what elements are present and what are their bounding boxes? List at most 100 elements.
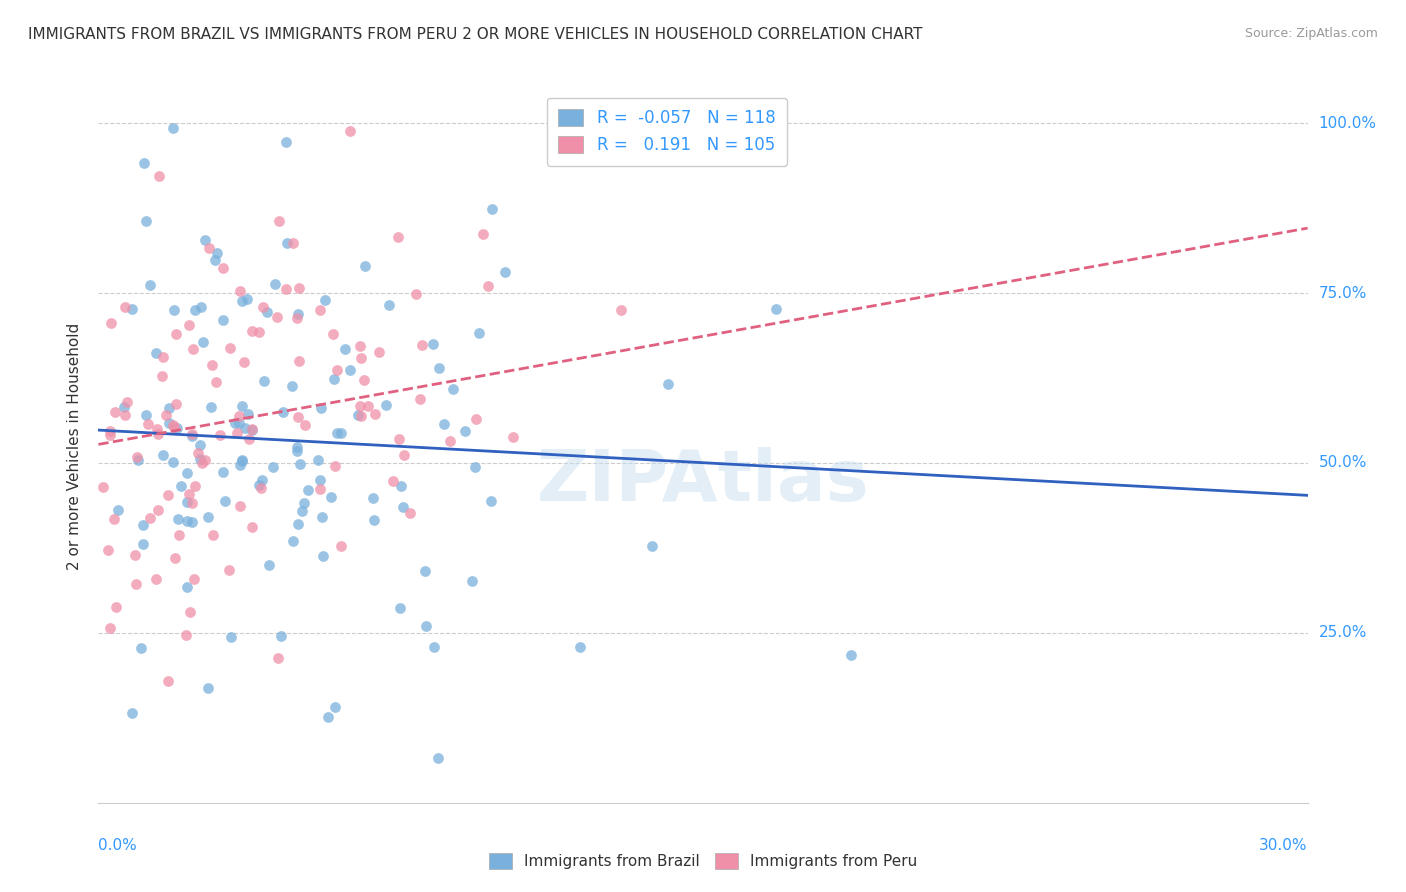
Point	[166, 421, 188, 435]
Point	[204, 253, 226, 268]
Point	[330, 539, 353, 553]
Point	[441, 382, 464, 396]
Point	[308, 302, 330, 317]
Point	[323, 458, 346, 473]
Point	[311, 401, 333, 415]
Y-axis label: 2 or more Vehicles in Household: 2 or more Vehicles in Household	[67, 322, 83, 570]
Text: 30.0%: 30.0%	[1260, 838, 1308, 853]
Legend: R =  -0.057   N = 118, R =   0.191   N = 105: R = -0.057 N = 118, R = 0.191 N = 105	[547, 97, 787, 166]
Point	[124, 548, 146, 562]
Point	[471, 227, 494, 241]
Point	[121, 301, 143, 316]
Point	[184, 302, 207, 317]
Point	[307, 452, 329, 467]
Point	[464, 460, 486, 475]
Point	[157, 417, 180, 431]
Point	[494, 265, 516, 279]
Point	[257, 558, 280, 573]
Point	[157, 673, 180, 688]
Point	[477, 279, 499, 293]
Point	[502, 430, 524, 444]
Point	[224, 416, 246, 430]
Point	[179, 605, 201, 619]
Point	[117, 394, 139, 409]
Point	[152, 350, 174, 364]
Point	[176, 466, 198, 480]
Point	[212, 260, 235, 275]
Point	[294, 418, 316, 433]
Point	[350, 409, 373, 424]
Point	[167, 528, 190, 542]
Point	[353, 373, 375, 387]
Point	[267, 651, 290, 665]
Point	[364, 407, 387, 421]
Point	[231, 453, 253, 467]
Point	[287, 307, 309, 321]
Point	[288, 281, 311, 295]
Point	[250, 473, 273, 487]
Point	[135, 214, 157, 228]
Point	[176, 514, 198, 528]
Point	[349, 351, 371, 365]
Point	[250, 481, 273, 495]
Point	[125, 450, 148, 464]
Point	[266, 310, 288, 324]
Point	[378, 298, 401, 312]
Text: 50.0%: 50.0%	[1319, 456, 1367, 470]
Point	[465, 411, 488, 425]
Point	[131, 537, 153, 551]
Point	[422, 337, 444, 351]
Point	[190, 300, 212, 314]
Point	[312, 549, 335, 564]
Point	[427, 361, 450, 376]
Text: ZIPAtlas: ZIPAtlas	[537, 447, 869, 516]
Point	[297, 483, 319, 498]
Legend: Immigrants from Brazil, Immigrants from Peru: Immigrants from Brazil, Immigrants from …	[482, 847, 924, 875]
Point	[139, 511, 162, 525]
Point	[568, 640, 591, 654]
Point	[609, 303, 631, 318]
Point	[283, 533, 305, 548]
Point	[231, 294, 253, 309]
Point	[311, 510, 333, 524]
Point	[218, 563, 240, 577]
Point	[194, 233, 217, 247]
Point	[218, 341, 240, 355]
Point	[288, 354, 311, 368]
Point	[269, 213, 291, 227]
Point	[229, 499, 252, 513]
Point	[427, 751, 450, 765]
Point	[392, 449, 415, 463]
Point	[219, 631, 242, 645]
Point	[146, 422, 169, 436]
Point	[100, 424, 122, 438]
Point	[274, 135, 297, 149]
Point	[388, 432, 411, 446]
Point	[454, 424, 477, 438]
Point	[329, 425, 352, 440]
Point	[167, 511, 190, 525]
Point	[91, 480, 114, 494]
Point	[339, 363, 361, 377]
Point	[415, 619, 437, 633]
Point	[157, 401, 180, 415]
Point	[287, 409, 309, 424]
Point	[276, 282, 298, 296]
Point	[135, 409, 157, 423]
Point	[314, 293, 336, 308]
Point	[253, 374, 276, 388]
Point	[225, 425, 247, 440]
Point	[148, 169, 170, 183]
Point	[163, 420, 186, 434]
Point	[363, 491, 385, 505]
Text: 75.0%: 75.0%	[1319, 285, 1367, 301]
Point	[326, 426, 349, 441]
Point	[233, 355, 256, 369]
Point	[114, 300, 136, 314]
Point	[184, 479, 207, 493]
Point	[211, 465, 233, 479]
Point	[114, 409, 136, 423]
Point	[152, 448, 174, 462]
Point	[405, 287, 427, 301]
Point	[176, 580, 198, 594]
